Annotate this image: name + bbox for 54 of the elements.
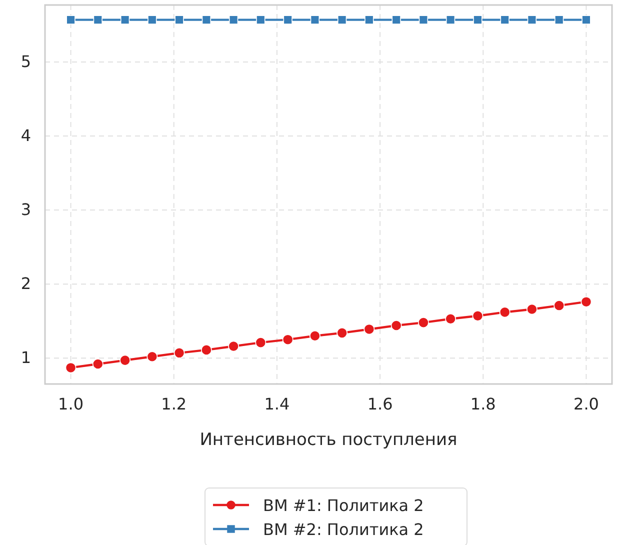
point — [580, 296, 592, 308]
point — [582, 15, 591, 24]
point — [148, 15, 157, 24]
point — [472, 310, 484, 322]
y-tick-label: 1 — [20, 348, 31, 368]
point — [390, 320, 402, 331]
point — [418, 15, 428, 24]
y-tick-label: 5 — [20, 52, 31, 72]
point — [364, 324, 375, 335]
point — [527, 15, 537, 24]
point — [364, 15, 374, 24]
point — [255, 337, 266, 348]
point — [554, 300, 565, 311]
point — [228, 340, 239, 352]
point — [392, 15, 401, 24]
legend-label: ВМ #1: Политика 2 — [263, 496, 424, 515]
point — [526, 304, 538, 315]
point — [174, 347, 185, 358]
point — [337, 15, 347, 24]
x-tick-label: 1.8 — [470, 394, 496, 414]
point — [202, 15, 212, 24]
point — [310, 15, 320, 24]
y-tick-label: 3 — [20, 200, 31, 220]
point — [310, 330, 320, 342]
point — [120, 354, 130, 366]
point — [283, 15, 292, 24]
y-tick-label: 2 — [20, 274, 31, 294]
x-tick-label: 1.2 — [161, 394, 187, 414]
point — [93, 15, 102, 24]
point — [146, 351, 158, 362]
x-axis-title: Интенсивность поступления — [200, 430, 458, 450]
y-tick-label: 4 — [20, 126, 31, 146]
point — [282, 334, 294, 346]
point — [174, 15, 184, 24]
x-tick-label: 2.0 — [574, 394, 599, 414]
point — [446, 15, 456, 24]
x-tick-label: 1.6 — [367, 394, 393, 414]
point — [445, 313, 456, 324]
point — [554, 15, 564, 24]
point — [336, 327, 348, 338]
point — [499, 306, 510, 318]
point — [66, 15, 76, 24]
point — [65, 362, 76, 374]
x-tick-label: 1.4 — [264, 394, 290, 414]
point — [120, 15, 130, 24]
point — [92, 358, 104, 370]
point — [473, 15, 482, 24]
point — [228, 15, 238, 24]
legend-label: ВМ #2: Политика 2 — [263, 520, 424, 539]
x-tick-label: 1.0 — [58, 394, 84, 414]
point — [418, 317, 429, 328]
point — [256, 15, 266, 24]
point — [500, 15, 510, 24]
point — [200, 344, 212, 356]
